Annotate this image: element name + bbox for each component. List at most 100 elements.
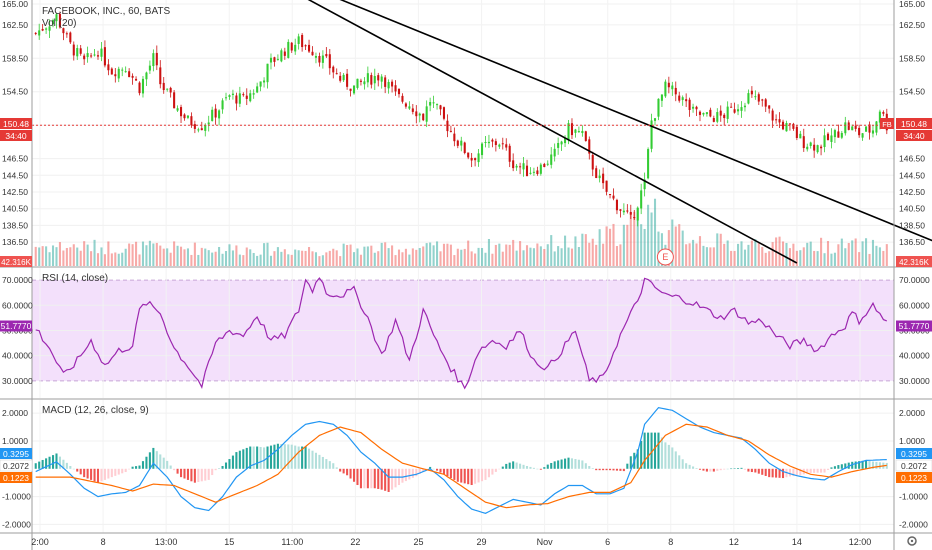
candle-body [595,168,598,179]
macd-histogram-bar [494,468,497,472]
volume-bar [467,240,470,266]
candle-body [643,179,646,190]
candle-body [269,57,273,63]
volume-bar [214,251,217,266]
volume-bar [840,238,843,266]
macd-histogram-bar [491,468,494,475]
candle-body [128,71,131,78]
candle-body [76,48,79,57]
volume-bar [373,252,376,266]
volume-bar [605,226,608,266]
candle-body [515,165,518,168]
macd-histogram-bar [148,452,151,469]
macd-histogram-bar [505,463,508,469]
earnings-marker[interactable]: E [656,248,674,266]
volume-bar [567,247,570,266]
volume-bar [269,255,273,266]
volume-bar [636,207,639,266]
candle-body [660,94,663,101]
right-axis-tick-label: 146.50 [899,154,925,164]
macd-histogram-bar [775,468,778,478]
volume-bar [446,243,449,266]
volume-bar [830,253,833,266]
macd-histogram-bar [439,468,442,473]
candle-body [813,144,816,151]
settings-gear-icon[interactable] [907,536,917,546]
right-axis-tick-label: 60.0000 [899,300,930,310]
volume-bar [342,243,345,266]
time-axis-label: 2:00 [31,537,49,547]
trend-channel[interactable] [270,0,932,264]
volume-bar [190,254,193,266]
macd-histogram-bar [546,464,549,469]
macd-histogram-bar [508,462,511,469]
volume-bar [581,233,584,266]
candle-body [847,122,850,130]
volume-bar [463,248,466,266]
macd-histogram-bar [48,456,51,469]
candle-body [58,13,61,28]
volume-bar [484,252,487,266]
volume-bar [650,212,653,266]
volume-bar [678,224,681,266]
macd-histogram-bar [529,466,532,469]
candle-body [674,87,677,95]
candle-body [259,81,262,87]
macd-histogram-bar [228,459,231,469]
rsi-badge-left: 51.7770 [0,320,32,332]
macd-histogram-bar [667,444,670,469]
candle-body [100,48,103,57]
rsi-panel[interactable]: RSI (14, close) [32,268,894,398]
candle-body [162,82,165,91]
candle-body [197,129,200,131]
candle-body [93,54,96,56]
volume-indicator-label: Vol (20) [42,18,76,29]
candle-body [86,53,89,58]
macd-histogram-bar [716,468,719,471]
volume-bar [224,251,228,266]
candle-body [858,127,861,136]
time-axis[interactable]: 2:00 8 13:00 15 11:00 22 25 29 Nov 6 8 12 14 12:00 [31,537,871,547]
macd-histogram-bar [577,459,580,469]
volume-bar [771,242,774,266]
left-axis-tick-label: 136.50 [2,237,28,247]
candle-body [840,132,843,138]
candle-body [256,86,259,93]
volume-bar [474,253,477,266]
candle-body [411,108,414,112]
volume-bar [90,251,93,266]
candle-body [865,126,868,132]
macd-histogram-bar [574,459,577,469]
macd-histogram-bar [55,453,58,469]
candle-body [557,142,560,148]
macd-histogram-bar [135,466,138,469]
volume-bar [681,230,684,266]
price-panel[interactable]: E FACEBOOK, INC., 60, BATS Vol (20) [32,0,932,266]
candle-body [802,136,805,149]
candle-body [629,211,632,215]
macd-histogram-bar [799,468,802,476]
macd-histogram-bar [311,450,314,469]
volume-bar [747,244,750,266]
volume-bar [626,224,629,266]
candle-body [577,131,580,133]
macd-histogram-bar [470,468,473,486]
macd-panel[interactable]: MACD (12, 26, close, 9) [32,400,894,533]
macd-histogram-bar [456,468,459,482]
macd-histogram-bar [564,458,567,469]
macd-histogram-bar [712,468,715,472]
volume-bar [633,211,636,266]
volume-bar [854,238,857,266]
volume-bar [671,219,674,266]
macd-histogram-bar [58,456,61,469]
volume-bar [114,252,117,266]
macd-histogram-bar [183,468,186,479]
macd-histogram-bar [342,468,345,474]
candle-body [377,75,380,81]
macd-histogram-bar [522,464,525,469]
countdown-left: 34:40 [5,131,27,141]
volume-bar [795,250,798,266]
macd-histogram-bar [442,468,446,475]
volume-bar [584,234,587,266]
